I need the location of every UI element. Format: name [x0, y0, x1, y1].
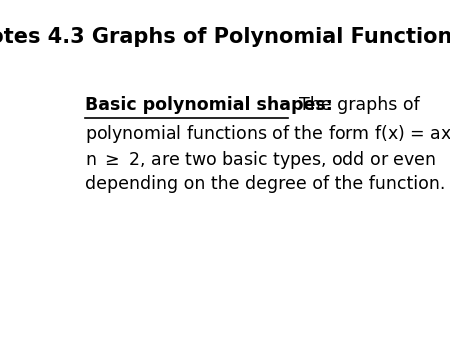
Text: n $\geq$ 2, are two basic types, odd or even: n $\geq$ 2, are two basic types, odd or … [85, 149, 436, 171]
Text: Notes 4.3 Graphs of Polynomial Functions: Notes 4.3 Graphs of Polynomial Functions [0, 27, 450, 47]
Text: The graphs of: The graphs of [288, 96, 419, 115]
Text: Basic polynomial shapes:: Basic polynomial shapes: [85, 96, 333, 115]
Text: depending on the degree of the function.: depending on the degree of the function. [85, 175, 445, 193]
Text: polynomial functions of the form f(x) = ax$^n$, with: polynomial functions of the form f(x) = … [85, 123, 450, 145]
